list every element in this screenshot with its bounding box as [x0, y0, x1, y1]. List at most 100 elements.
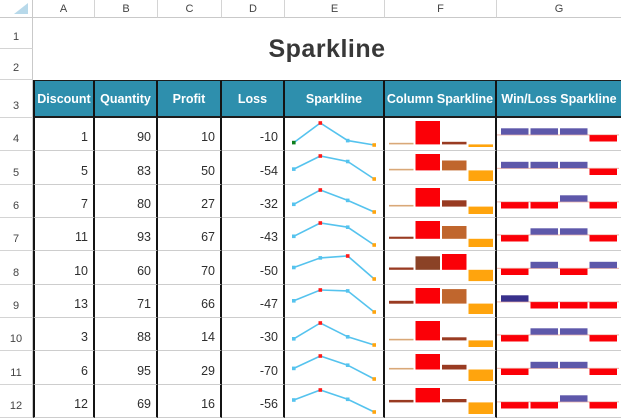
cell-A5[interactable]: 5 — [33, 151, 95, 185]
cell-F7[interactable] — [385, 218, 497, 251]
row-header-7[interactable]: 7 — [0, 218, 33, 251]
row-header-8[interactable]: 8 — [0, 251, 33, 285]
table-header-column-sparkline[interactable]: Column Sparkline — [385, 80, 497, 118]
select-all-corner[interactable] — [0, 0, 33, 18]
column-header-D[interactable]: D — [222, 0, 285, 18]
cell-F5[interactable] — [385, 151, 497, 185]
cell-D8[interactable]: -50 — [222, 251, 285, 285]
cell-E9[interactable] — [285, 285, 385, 318]
cell-F10[interactable] — [385, 318, 497, 351]
cell-C11[interactable]: 29 — [158, 351, 222, 385]
cell-E11[interactable] — [285, 351, 385, 385]
column-header-G[interactable]: G — [497, 0, 621, 18]
cell-E10[interactable] — [285, 318, 385, 351]
cell-D11[interactable]: -70 — [222, 351, 285, 385]
row-header-1[interactable]: 1 — [0, 18, 33, 49]
cell-D5[interactable]: -54 — [222, 151, 285, 185]
cell-A11[interactable]: 6 — [33, 351, 95, 385]
cell-B12[interactable]: 69 — [95, 385, 158, 418]
row-header-4[interactable]: 4 — [0, 118, 33, 151]
cell-D7[interactable]: -43 — [222, 218, 285, 251]
cell-G10[interactable] — [497, 318, 621, 351]
sheet-title[interactable]: Sparkline — [268, 34, 386, 63]
cell-C12[interactable]: 16 — [158, 385, 222, 418]
cell-B10[interactable]: 88 — [95, 318, 158, 351]
column-header-A[interactable]: A — [33, 0, 95, 18]
cell-B5[interactable]: 83 — [95, 151, 158, 185]
line-sparkline-row-11 — [292, 354, 376, 381]
row-header-12[interactable]: 12 — [0, 385, 33, 418]
cell-D4[interactable]: -10 — [222, 118, 285, 151]
cell-A10[interactable]: 3 — [33, 318, 95, 351]
column-header-F[interactable]: F — [385, 0, 497, 18]
cell-C8[interactable]: 70 — [158, 251, 222, 285]
cell-E12[interactable] — [285, 385, 385, 418]
cell-A12[interactable]: 12 — [33, 385, 95, 418]
cell-C9[interactable]: 66 — [158, 285, 222, 318]
cell-E8[interactable] — [285, 251, 385, 285]
row-header-9[interactable]: 9 — [0, 285, 33, 318]
winloss-sparkline-row-9 — [497, 295, 619, 309]
cell-D6[interactable]: -32 — [222, 185, 285, 218]
cell-G5[interactable] — [497, 151, 621, 185]
cell-F6[interactable] — [385, 185, 497, 218]
column-sparkline-row-6 — [389, 188, 493, 214]
cell-E7[interactable] — [285, 218, 385, 251]
column-header-E[interactable]: E — [285, 0, 385, 18]
table-header-discount[interactable]: Discount — [33, 80, 95, 118]
cell-F4[interactable] — [385, 118, 497, 151]
winloss-sparkline-row-5 — [497, 161, 619, 175]
table-header-sparkline[interactable]: Sparkline — [285, 80, 385, 118]
line-sparkline-row-12 — [292, 388, 376, 414]
cell-E4[interactable] — [285, 118, 385, 151]
row-header-5[interactable]: 5 — [0, 151, 33, 185]
cell-B4[interactable]: 90 — [95, 118, 158, 151]
cell-G4[interactable] — [497, 118, 621, 151]
cell-F12[interactable] — [385, 385, 497, 418]
column-header-B[interactable]: B — [95, 0, 158, 18]
cell-D12[interactable]: -56 — [222, 385, 285, 418]
cell-C5[interactable]: 50 — [158, 151, 222, 185]
cell-A7[interactable]: 11 — [33, 218, 95, 251]
cell-G9[interactable] — [497, 285, 621, 318]
winloss-sparkline-row-6 — [497, 195, 619, 209]
cell-A4[interactable]: 1 — [33, 118, 95, 151]
cell-D9[interactable]: -47 — [222, 285, 285, 318]
cell-B7[interactable]: 93 — [95, 218, 158, 251]
cell-F8[interactable] — [385, 251, 497, 285]
line-sparkline-row-4 — [292, 121, 376, 147]
cell-G6[interactable] — [497, 185, 621, 218]
cell-C10[interactable]: 14 — [158, 318, 222, 351]
row-header-6[interactable]: 6 — [0, 185, 33, 218]
column-header-C[interactable]: C — [158, 0, 222, 18]
cell-G12[interactable] — [497, 385, 621, 418]
cell-F11[interactable] — [385, 351, 497, 385]
cell-G11[interactable] — [497, 351, 621, 385]
cell-C4[interactable]: 10 — [158, 118, 222, 151]
cell-E6[interactable] — [285, 185, 385, 218]
cell-C6[interactable]: 27 — [158, 185, 222, 218]
line-sparkline-row-5 — [292, 154, 376, 181]
cell-A6[interactable]: 7 — [33, 185, 95, 218]
cell-B6[interactable]: 80 — [95, 185, 158, 218]
table-header-quantity[interactable]: Quantity — [95, 80, 158, 118]
cell-C7[interactable]: 67 — [158, 218, 222, 251]
cell-F9[interactable] — [385, 285, 497, 318]
row-header-11[interactable]: 11 — [0, 351, 33, 385]
row-header-10[interactable]: 10 — [0, 318, 33, 351]
cell-A8[interactable]: 10 — [33, 251, 95, 285]
table-header-profit[interactable]: Profit — [158, 80, 222, 118]
cell-B11[interactable]: 95 — [95, 351, 158, 385]
table-header-win-loss-sparkline[interactable]: Win/Loss Sparkline — [497, 80, 621, 118]
cell-D10[interactable]: -30 — [222, 318, 285, 351]
cell-A9[interactable]: 13 — [33, 285, 95, 318]
row-header-3[interactable]: 3 — [0, 80, 33, 118]
cell-E5[interactable] — [285, 151, 385, 185]
row-header-2[interactable]: 2 — [0, 49, 33, 80]
table-header-loss[interactable]: Loss — [222, 80, 285, 118]
cell-G8[interactable] — [497, 251, 621, 285]
cell-B8[interactable]: 60 — [95, 251, 158, 285]
cell-B9[interactable]: 71 — [95, 285, 158, 318]
cell-G7[interactable] — [497, 218, 621, 251]
